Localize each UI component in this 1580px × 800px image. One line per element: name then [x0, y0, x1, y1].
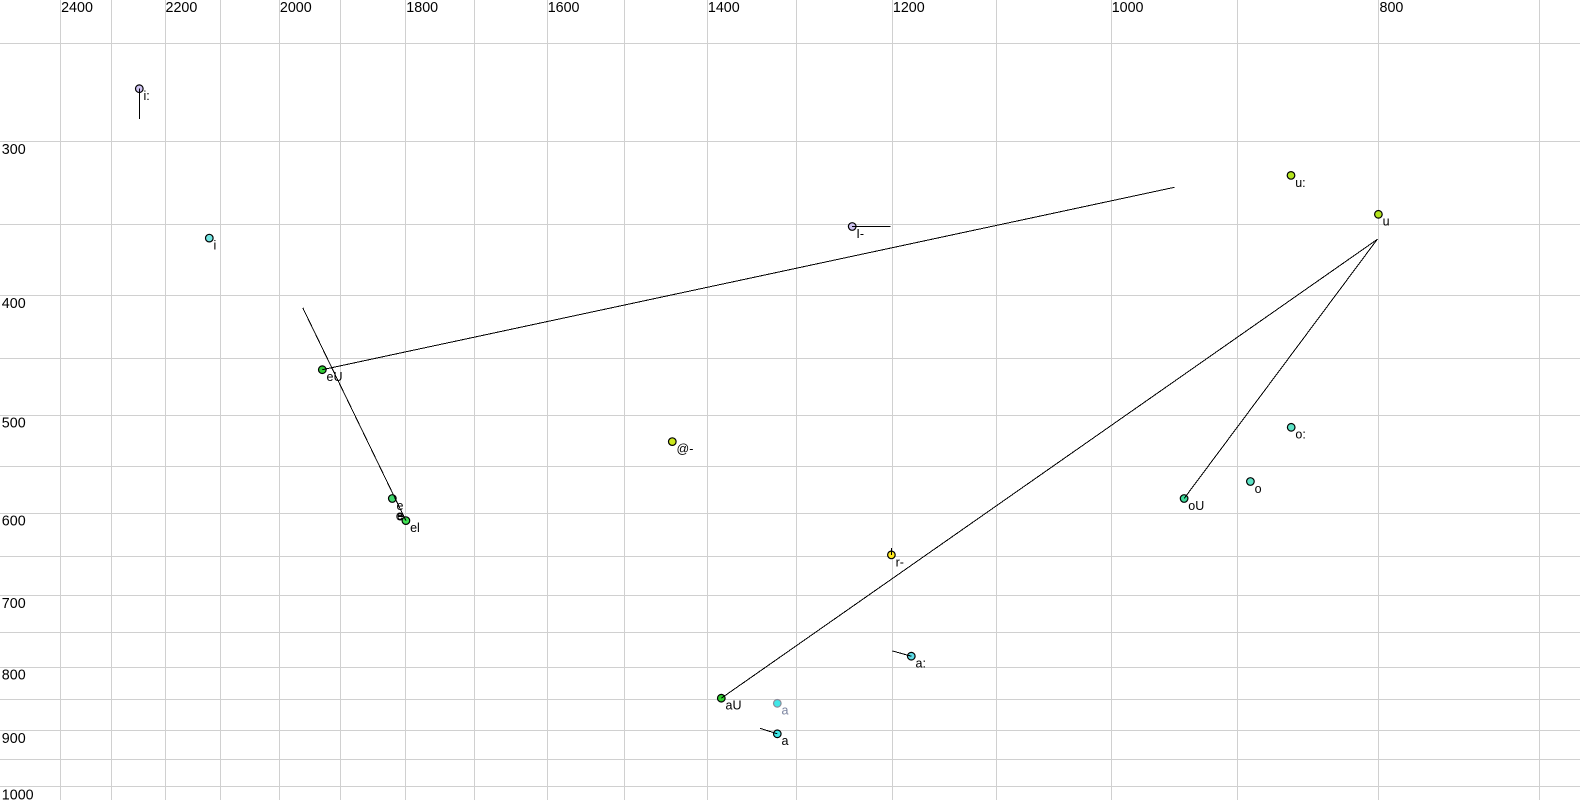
svg-text:a: a	[782, 704, 789, 718]
svg-text:a:: a:	[916, 657, 926, 671]
svg-text:600: 600	[2, 513, 26, 529]
svg-text:1400: 1400	[708, 0, 740, 16]
svg-text:e: e	[397, 499, 404, 513]
svg-text:el: el	[410, 521, 420, 535]
svg-text:a: a	[782, 734, 789, 748]
svg-text:800: 800	[2, 668, 26, 684]
svg-text:1000: 1000	[1112, 0, 1144, 16]
svg-text:oU: oU	[1188, 499, 1204, 513]
svg-text:aU: aU	[726, 699, 742, 713]
svg-text:u:: u:	[1295, 176, 1305, 190]
svg-text:1600: 1600	[548, 0, 580, 16]
svg-text:400: 400	[2, 296, 26, 312]
svg-text:I-: I-	[856, 227, 864, 241]
svg-text:700: 700	[2, 596, 26, 612]
svg-text:2400: 2400	[61, 0, 93, 16]
svg-text:@-: @-	[677, 442, 694, 456]
svg-text:1000: 1000	[2, 787, 34, 800]
svg-text:2200: 2200	[166, 0, 198, 16]
svg-text:r-: r-	[896, 555, 904, 569]
svg-text:e: e	[396, 508, 403, 523]
svg-text:eU: eU	[327, 370, 343, 384]
svg-text:300: 300	[2, 142, 26, 158]
svg-text:900: 900	[2, 731, 26, 747]
svg-text:1800: 1800	[406, 0, 438, 16]
svg-text:i: i	[214, 239, 217, 253]
svg-text:2000: 2000	[280, 0, 312, 16]
svg-text:800: 800	[1380, 0, 1404, 16]
svg-text:o: o	[1255, 482, 1262, 496]
svg-text:i:: i:	[144, 89, 150, 103]
svg-text:500: 500	[2, 416, 26, 432]
svg-text:o:: o:	[1295, 428, 1305, 442]
svg-text:1200: 1200	[893, 0, 925, 16]
svg-text:u: u	[1383, 215, 1390, 229]
